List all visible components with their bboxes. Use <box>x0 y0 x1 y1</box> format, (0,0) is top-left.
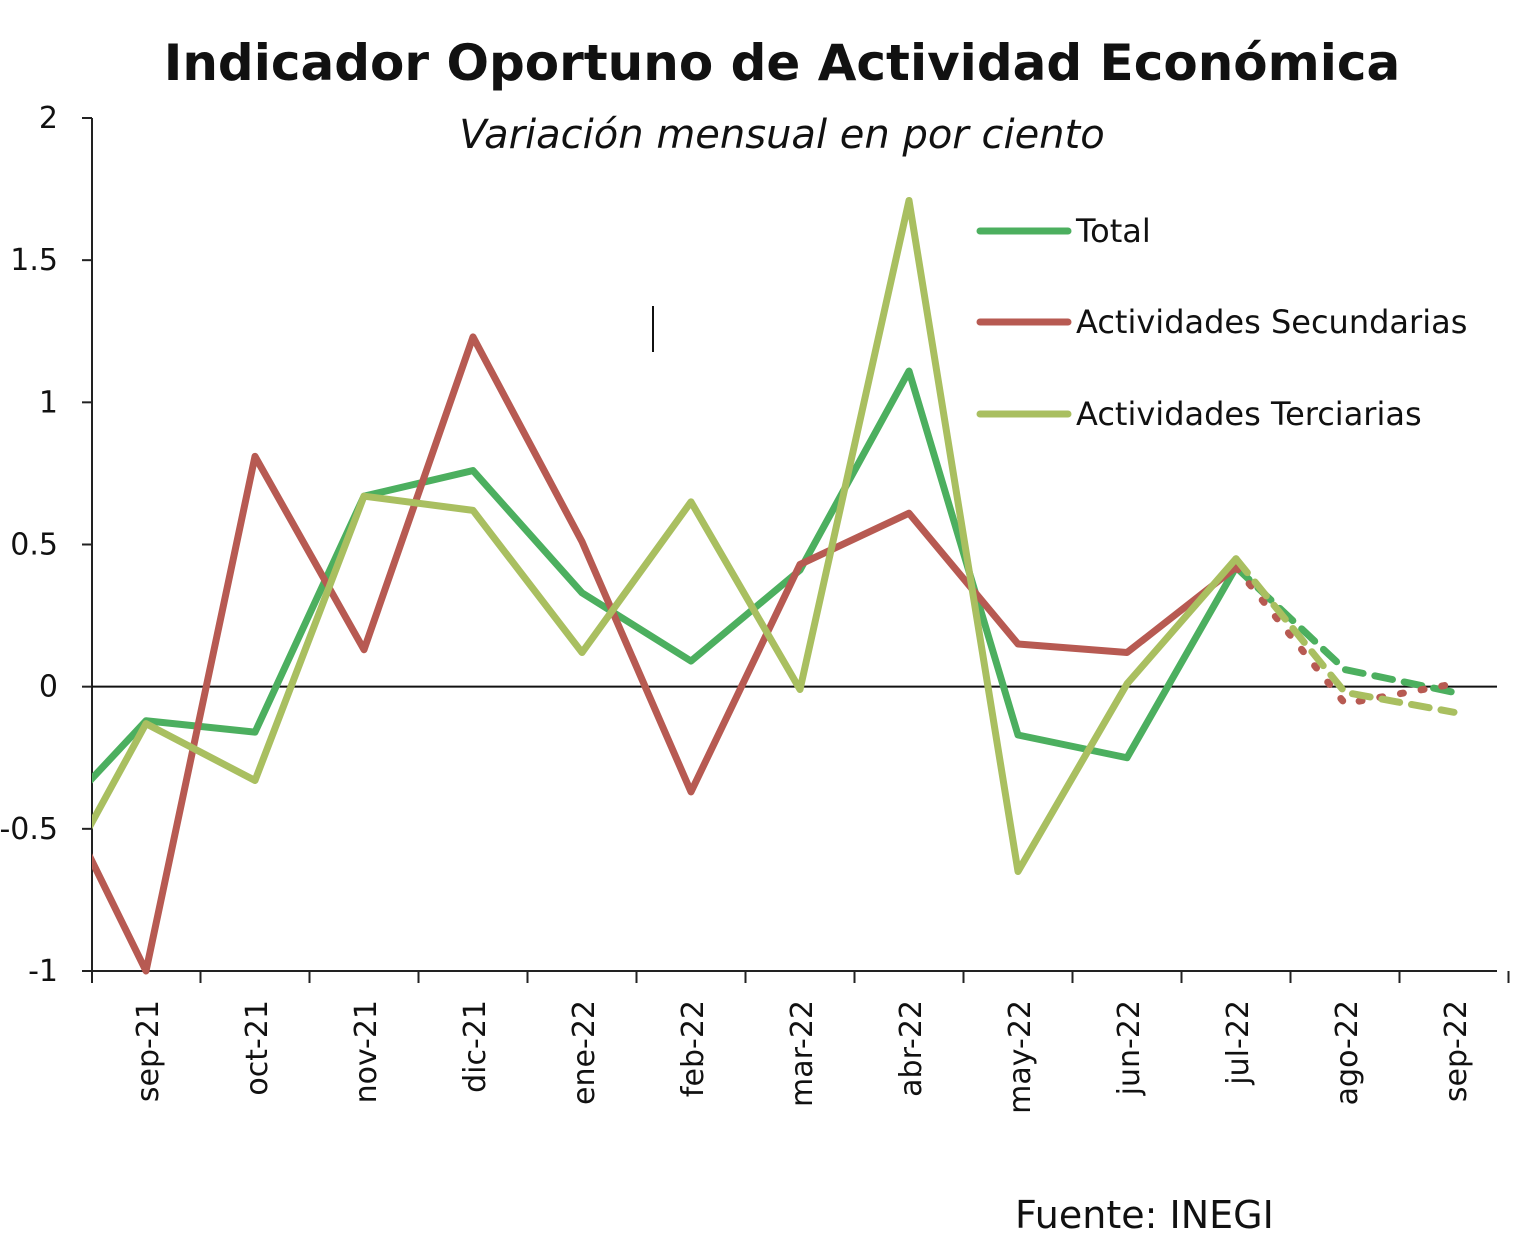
x-tick-label: jun-22 <box>1112 1000 1147 1096</box>
x-tick-label: oct-21 <box>240 1000 275 1096</box>
legend: Total Actividades Secundarias Actividade… <box>976 212 1467 433</box>
x-tick-label: ago-22 <box>1330 1000 1365 1105</box>
x-tick-label: dic-21 <box>458 1000 493 1093</box>
legend-label-secundarias: Actividades Secundarias <box>1076 303 1467 341</box>
x-tick-label: may-22 <box>1003 1000 1038 1114</box>
series-line-actividades-terciarias <box>92 196 1240 875</box>
axes: -1 -0.5 0 0.5 1 1.5 2 sep-21 oct-21 nov-21 dic-21 e… <box>0 101 1510 1114</box>
series-lines <box>92 196 1458 975</box>
y-tick-label: -1 <box>28 954 58 989</box>
series-line-total <box>92 367 1240 784</box>
x-tick-label: mar-22 <box>785 1000 820 1107</box>
x-tick-label: jul-22 <box>1221 1000 1256 1086</box>
chart-subtitle: Variación mensual en por ciento <box>459 112 1104 158</box>
y-tick-label: 0.5 <box>10 528 58 563</box>
series-estimate-total <box>1232 563 1458 696</box>
x-tick-label: feb-22 <box>676 1000 711 1097</box>
series-estimate-actividades-secundarias <box>1232 563 1458 708</box>
x-tick-label: abr-22 <box>894 1000 929 1097</box>
legend-label-terciarias: Actividades Terciarias <box>1076 395 1422 433</box>
y-tick-label: 2 <box>39 101 58 136</box>
x-tick-label: sep-22 <box>1439 1000 1474 1102</box>
series-line-actividades-secundarias <box>92 333 1240 975</box>
chart-title: Indicador Oportuno de Actividad Económic… <box>164 34 1401 92</box>
y-tick-label: 0 <box>39 670 58 705</box>
y-tick-label: 1 <box>39 385 58 420</box>
y-tick-label: 1.5 <box>10 243 58 278</box>
source-note: Fuente: INEGI <box>1015 1193 1274 1237</box>
legend-label-total: Total <box>1075 212 1151 250</box>
x-tick-label: ene-22 <box>567 1000 602 1105</box>
series-estimate-actividades-terciarias <box>1232 555 1458 716</box>
y-tick-label: -0.5 <box>0 812 58 847</box>
x-tick-label: nov-21 <box>349 1000 384 1103</box>
x-tick-label: sep-21 <box>131 1000 166 1102</box>
